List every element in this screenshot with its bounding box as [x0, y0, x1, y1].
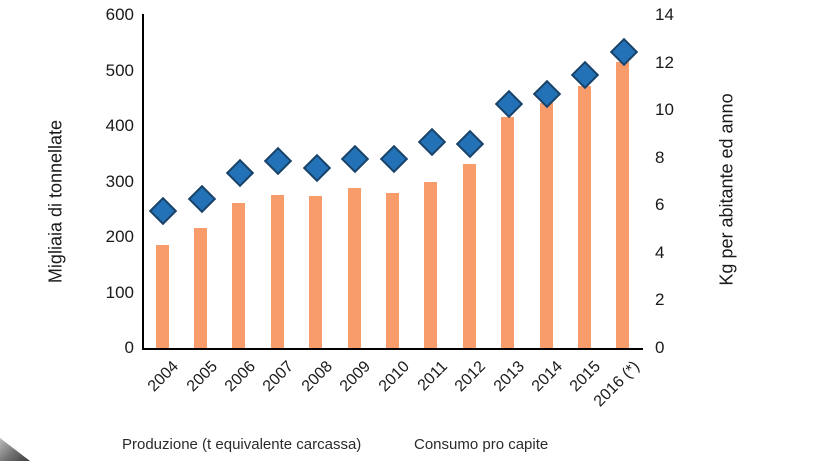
consumption-marker	[417, 127, 447, 157]
right-axis-title: Kg per abitante ed anno	[716, 93, 737, 286]
right-axis-tick: 12	[655, 52, 674, 72]
left-axis-tick: 600	[105, 5, 134, 24]
left-axis-tick: 400	[105, 116, 134, 135]
consumption-marker	[532, 80, 562, 109]
left-axis-tick: 0	[124, 338, 134, 357]
consumption-marker	[302, 154, 331, 183]
production-bar	[424, 181, 438, 348]
production-bar	[309, 196, 323, 348]
consumption-marker	[609, 37, 638, 66]
y-axis-line	[142, 14, 144, 350]
production-bar	[577, 86, 591, 348]
production-bar	[386, 192, 399, 348]
production-bar	[539, 102, 553, 348]
right-axis-tick: 14	[655, 5, 674, 24]
consumption-marker	[456, 130, 485, 159]
production-bar	[501, 117, 515, 348]
left-axis-tick: 100	[105, 282, 134, 302]
production-bar	[616, 62, 630, 348]
right-axis-tick: 4	[655, 242, 665, 262]
right-axis-tick: 8	[655, 147, 665, 167]
right-axis-tick: 0	[655, 338, 665, 357]
consumption-marker	[225, 158, 255, 188]
production-bar	[232, 203, 246, 348]
right-axis-tick: 2	[655, 290, 665, 310]
consumption-marker	[264, 146, 293, 176]
production-bar	[347, 188, 361, 348]
consumption-marker	[340, 144, 370, 173]
consumption-marker	[149, 196, 178, 226]
production-legend-swatch	[66, 439, 114, 451]
left-axis-tick: 300	[105, 171, 134, 191]
left-axis-title: Migliaia di tonnellate	[45, 119, 66, 284]
right-axis-tick: 10	[655, 100, 674, 120]
chart-legend: Produzione (t equivalente carcassa) Cons…	[0, 432, 820, 458]
right-axis-tick: 6	[655, 195, 665, 215]
production-bar	[194, 228, 208, 348]
production-bar	[155, 245, 169, 348]
consumption-legend-diamond-icon	[396, 438, 410, 452]
production-legend-label: Produzione (t equivalente carcassa)	[122, 436, 362, 453]
left-axis-tick: 200	[105, 227, 134, 246]
consumption-marker	[379, 144, 408, 173]
consumption-marker	[571, 61, 600, 90]
production-bar	[270, 194, 284, 348]
consumption-legend-label: Consumo pro capite	[414, 436, 549, 453]
production-bar	[462, 164, 476, 348]
consumption-marker	[494, 89, 523, 119]
x-axis-line	[142, 348, 643, 350]
left-axis-tick: 500	[105, 60, 134, 80]
consumption-marker	[187, 184, 216, 214]
